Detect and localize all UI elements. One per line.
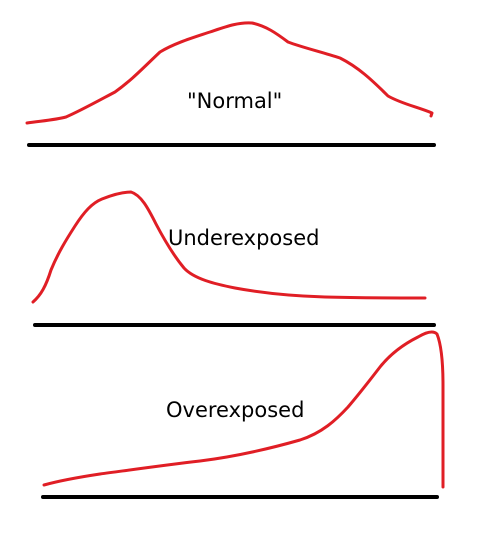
underexposed-label: Underexposed xyxy=(168,226,320,250)
underexposed-histogram-curve xyxy=(31,190,427,304)
panel-overexposed xyxy=(41,330,445,499)
normal-histogram-curve xyxy=(25,21,434,125)
overexposed-label: Overexposed xyxy=(166,398,305,422)
normal-label: "Normal" xyxy=(187,89,283,113)
panel-normal xyxy=(25,21,436,147)
panel-underexposed xyxy=(31,190,436,327)
overexposed-histogram-curve xyxy=(42,330,445,489)
